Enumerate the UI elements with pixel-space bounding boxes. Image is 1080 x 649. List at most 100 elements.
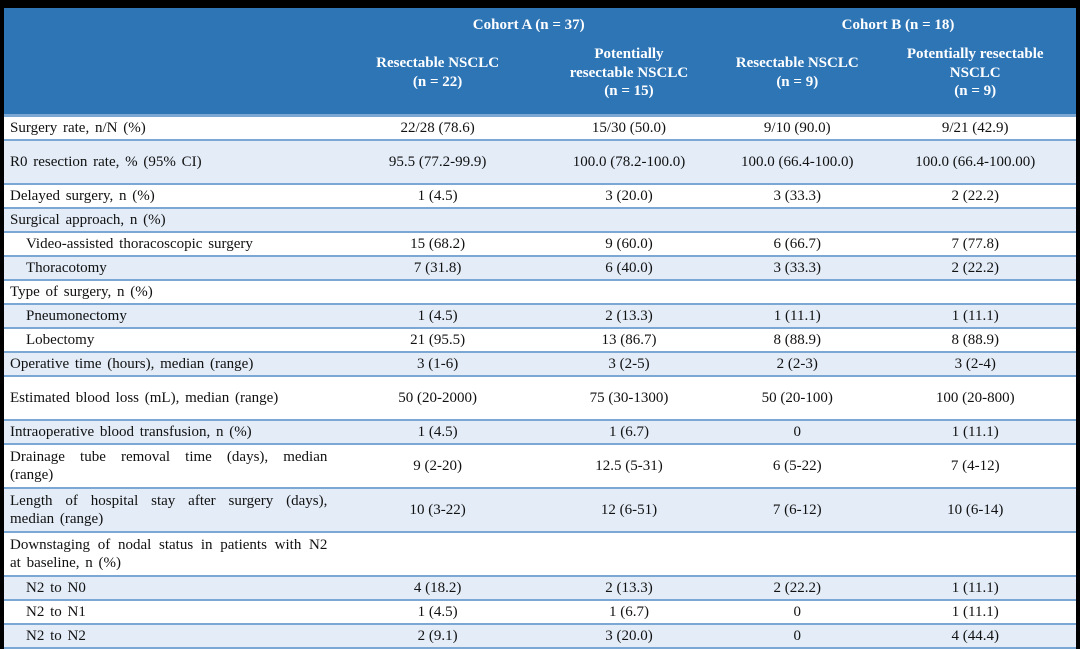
value-cell: 12.5 (5-31) <box>537 444 721 489</box>
value-cell: 4 (44.4) <box>874 624 1076 649</box>
value-cell: 50 (20-100) <box>720 376 875 421</box>
table-row: Thoracotomy 7 (31.8) 6 (40.0) 3 (33.3) 2 (22… <box>4 256 1076 281</box>
value-cell <box>874 208 1076 233</box>
value-cell: 12 (6-51) <box>537 488 721 533</box>
value-cell: 1 (4.5) <box>337 304 538 329</box>
row-label: Pneumonectomy <box>4 304 338 329</box>
value-cell: 100.0 (66.4-100.00) <box>874 140 1076 185</box>
table-row: Downstaging of nodal status in patients … <box>4 532 1076 577</box>
row-label: N2 to N2 <box>4 624 338 649</box>
table-row: Pneumonectomy 1 (4.5) 2 (13.3) 1 (11.1) 1 (1… <box>4 304 1076 329</box>
value-cell: 3 (1-6) <box>337 352 538 377</box>
table-header: Cohort A (n = 37) Cohort B (n = 18) Rese… <box>4 8 1076 116</box>
value-cell: 50 (20-2000) <box>337 376 538 421</box>
table-row: N2 to N0 4 (18.2) 2 (13.3) 2 (22.2) 1 (11.1) <box>4 576 1076 601</box>
value-cell <box>537 532 721 577</box>
value-cell <box>337 208 538 233</box>
value-cell: 6 (5-22) <box>720 444 875 489</box>
value-cell: 6 (40.0) <box>537 256 721 281</box>
table-row: Drainage tube removal time (days), media… <box>4 444 1076 489</box>
row-label: Operative time (hours), median (range) <box>4 352 338 377</box>
row-label: Video-assisted thoracoscopic surgery <box>4 232 338 257</box>
row-label: Delayed surgery, n (%) <box>4 184 338 209</box>
table-row: Lobectomy 21 (95.5) 13 (86.7) 8 (88.9) 8 (88… <box>4 328 1076 353</box>
value-cell: 100.0 (78.2-100.0) <box>537 140 721 185</box>
header-spacer <box>4 39 338 116</box>
row-label: Drainage tube removal time (days), media… <box>4 444 338 489</box>
row-label: Downstaging of nodal status in patients … <box>4 532 338 577</box>
table-row: Type of surgery, n (%) <box>4 280 1076 305</box>
table-row: Operative time (hours), median (range) 3 … <box>4 352 1076 377</box>
value-cell: 75 (30-1300) <box>537 376 721 421</box>
value-cell: 7 (77.8) <box>874 232 1076 257</box>
column-header-potentially-resectable-a: Potentially resectable NSCLC (n = 15) <box>537 39 721 116</box>
value-cell: 2 (9.1) <box>337 624 538 649</box>
value-cell <box>337 532 538 577</box>
value-cell: 0 <box>720 600 875 625</box>
value-cell: 2 (2-3) <box>720 352 875 377</box>
column-header-resectable-b: Resectable NSCLC (n = 9) <box>720 39 875 116</box>
row-label: Thoracotomy <box>4 256 338 281</box>
value-cell: 2 (13.3) <box>537 304 721 329</box>
table-row: Length of hospital stay after surgery (d… <box>4 488 1076 533</box>
value-cell: 1 (6.7) <box>537 600 721 625</box>
value-cell: 100.0 (66.4-100.0) <box>720 140 875 185</box>
value-cell: 13 (86.7) <box>537 328 721 353</box>
value-cell: 8 (88.9) <box>720 328 875 353</box>
row-label: Intraoperative blood transfusion, n (%) <box>4 420 338 445</box>
value-cell: 1 (4.5) <box>337 184 538 209</box>
value-cell: 15/30 (50.0) <box>537 115 721 141</box>
row-label: Type of surgery, n (%) <box>4 280 338 305</box>
value-cell: 3 (33.3) <box>720 256 875 281</box>
table-row: R0 resection rate, % (95% CI) 95.5 (77.2-… <box>4 140 1076 185</box>
value-cell: 100 (20-800) <box>874 376 1076 421</box>
row-label: R0 resection rate, % (95% CI) <box>4 140 338 185</box>
table-row: N2 to N1 1 (4.5) 1 (6.7) 0 1 (11.1) <box>4 600 1076 625</box>
value-cell: 3 (20.0) <box>537 624 721 649</box>
row-label: Lobectomy <box>4 328 338 353</box>
value-cell: 3 (20.0) <box>537 184 721 209</box>
table-row: Estimated blood loss (mL), median (range… <box>4 376 1076 421</box>
value-cell: 7 (31.8) <box>337 256 538 281</box>
value-cell <box>720 208 875 233</box>
value-cell <box>537 280 721 305</box>
value-cell: 9/21 (42.9) <box>874 115 1076 141</box>
table-body: Surgery rate, n/N (%) 22/28 (78.6) 15/30 (… <box>4 115 1076 649</box>
row-label: Surgical approach, n (%) <box>4 208 338 233</box>
value-cell: 0 <box>720 624 875 649</box>
table-row: N2 to N2 2 (9.1) 3 (20.0) 0 4 (44.4) <box>4 624 1076 649</box>
value-cell <box>720 532 875 577</box>
cohort-a-header: Cohort A (n = 37) <box>337 8 721 39</box>
value-cell: 2 (22.2) <box>874 184 1076 209</box>
value-cell: 2 (22.2) <box>874 256 1076 281</box>
value-cell: 2 (22.2) <box>720 576 875 601</box>
value-cell: 1 (6.7) <box>537 420 721 445</box>
value-cell: 9 (60.0) <box>537 232 721 257</box>
value-cell: 95.5 (77.2-99.9) <box>337 140 538 185</box>
value-cell: 1 (11.1) <box>874 304 1076 329</box>
row-label: N2 to N1 <box>4 600 338 625</box>
value-cell: 21 (95.5) <box>337 328 538 353</box>
table-row: Delayed surgery, n (%) 1 (4.5) 3 (20.0) 3 (… <box>4 184 1076 209</box>
column-header-row: Resectable NSCLC (n = 22) Potentially re… <box>4 39 1076 116</box>
value-cell: 3 (2-5) <box>537 352 721 377</box>
table-row: Video-assisted thoracoscopic surgery 15 (… <box>4 232 1076 257</box>
row-label: Surgery rate, n/N (%) <box>4 115 338 141</box>
cohort-header-row: Cohort A (n = 37) Cohort B (n = 18) <box>4 8 1076 39</box>
row-label: Length of hospital stay after surgery (d… <box>4 488 338 533</box>
cohort-b-header: Cohort B (n = 18) <box>720 8 1076 39</box>
value-cell: 7 (4-12) <box>874 444 1076 489</box>
table-row: Surgery rate, n/N (%) 22/28 (78.6) 15/30 (… <box>4 115 1076 141</box>
column-header-potentially-resectable-b: Potentially resectable NSCLC (n = 9) <box>874 39 1076 116</box>
row-label: N2 to N0 <box>4 576 338 601</box>
value-cell: 15 (68.2) <box>337 232 538 257</box>
value-cell <box>537 208 721 233</box>
value-cell: 9 (2-20) <box>337 444 538 489</box>
row-label: Estimated blood loss (mL), median (range… <box>4 376 338 421</box>
table-row: Intraoperative blood transfusion, n (%) 1… <box>4 420 1076 445</box>
surgical-outcomes-table: Cohort A (n = 37) Cohort B (n = 18) Rese… <box>4 8 1076 649</box>
header-spacer <box>4 8 338 39</box>
value-cell: 10 (3-22) <box>337 488 538 533</box>
value-cell: 1 (4.5) <box>337 600 538 625</box>
